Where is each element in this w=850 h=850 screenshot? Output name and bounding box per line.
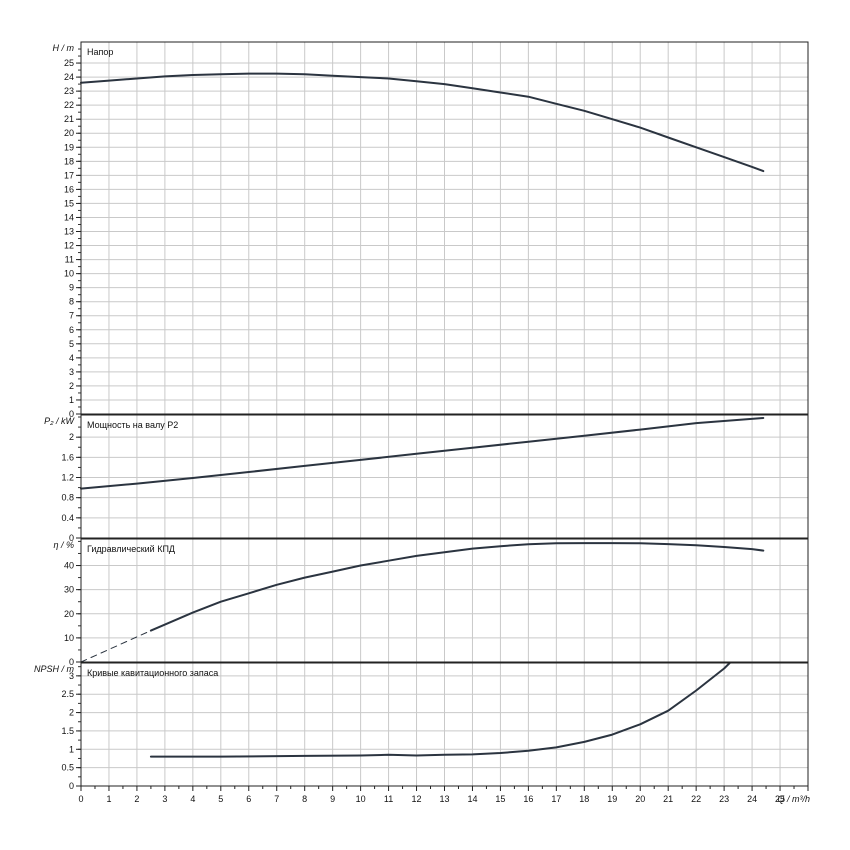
y-tick-label: 0 [69, 657, 74, 667]
y-tick-label: 2 [69, 432, 74, 442]
x-tick-label: 23 [719, 794, 729, 804]
y-tick-label: 10 [64, 633, 74, 643]
y-tick-label: 1.6 [61, 452, 74, 462]
y-tick-label: 22 [64, 100, 74, 110]
x-tick-label: 13 [439, 794, 449, 804]
y-tick-label: 18 [64, 156, 74, 166]
y-tick-label: 25 [64, 58, 74, 68]
y-tick-label: 5 [69, 339, 74, 349]
y-tick-label: 1 [69, 395, 74, 405]
y-tick-label: 6 [69, 325, 74, 335]
y-tick-label: 2.5 [61, 689, 74, 699]
x-tick-label: 12 [412, 794, 422, 804]
y-tick-label: 20 [64, 128, 74, 138]
y-axis-label-head: H / m [53, 43, 75, 53]
x-tick-label: 11 [384, 794, 393, 804]
y-tick-label: 7 [69, 311, 74, 321]
frame-layer [76, 41, 809, 791]
panel-frame-efficiency [80, 538, 809, 663]
panel-title-npsh: Кривые кавитационного запаса [87, 668, 218, 678]
x-tick-label: 4 [190, 794, 195, 804]
curves-layer [80, 72, 765, 758]
y-tick-label: 1 [69, 744, 74, 754]
x-tick-label: 20 [635, 794, 645, 804]
y-tick-label: 11 [65, 255, 74, 265]
y-tick-label: 0.5 [61, 763, 74, 773]
y-tick-label: 3 [69, 367, 74, 377]
x-tick-label: 1 [106, 794, 111, 804]
x-tick-label: 24 [747, 794, 757, 804]
y-axis-label-npsh: NPSH / m [34, 664, 75, 674]
x-tick-label: 18 [579, 794, 589, 804]
x-tick-label: 15 [495, 794, 505, 804]
y-tick-label: 19 [64, 142, 74, 152]
x-tick-label: 10 [356, 794, 366, 804]
x-tick-label: 7 [274, 794, 279, 804]
y-tick-label: 0.4 [61, 513, 74, 523]
y-tick-label: 13 [64, 227, 74, 237]
x-tick-label: 22 [691, 794, 701, 804]
x-tick-label: 2 [134, 794, 139, 804]
y-tick-label: 17 [64, 170, 74, 180]
curve-npsh [149, 662, 731, 758]
y-tick-label: 1.2 [61, 473, 74, 483]
y-tick-label: 30 [64, 585, 74, 595]
panel-title-efficiency: Гидравлический КПД [87, 544, 175, 554]
x-tick-label: 0 [78, 794, 83, 804]
y-tick-label: 16 [64, 184, 74, 194]
y-tick-label: 4 [69, 353, 74, 363]
y-tick-label: 3 [69, 671, 74, 681]
curve-efficiency-extrapolated [80, 630, 152, 663]
x-tick-label: 17 [551, 794, 561, 804]
y-tick-label: 0 [69, 533, 74, 543]
curve-efficiency [149, 542, 765, 632]
y-tick-label: 9 [69, 283, 74, 293]
x-tick-label: 8 [302, 794, 307, 804]
x-tick-label: 19 [607, 794, 617, 804]
curve-head [80, 72, 765, 173]
y-tick-label: 23 [64, 86, 74, 96]
y-axis-label-efficiency: η / % [53, 540, 74, 550]
y-tick-label: 15 [64, 198, 74, 208]
x-tick-label: 9 [330, 794, 335, 804]
y-tick-label: 2 [69, 708, 74, 718]
x-tick-label: 25 [775, 794, 785, 804]
y-tick-label: 0 [69, 409, 74, 419]
y-tick-label: 40 [64, 561, 74, 571]
x-tick-label: 14 [467, 794, 477, 804]
y-tick-label: 14 [64, 212, 74, 222]
panel-title-power: Мощность на валу P2 [87, 420, 178, 430]
y-axis-label-power: P₂ / kW [44, 416, 75, 426]
x-axis-label: Q / m³/h [777, 794, 810, 804]
y-tick-label: 10 [64, 269, 74, 279]
y-tick-label: 12 [64, 241, 74, 251]
y-tick-label: 20 [64, 609, 74, 619]
panel-frame-power [80, 414, 809, 539]
x-tick-label: 16 [523, 794, 533, 804]
y-tick-label: 0 [69, 781, 74, 791]
panel-frame-head [80, 41, 809, 415]
y-tick-label: 0.8 [61, 493, 74, 503]
y-tick-label: 21 [64, 114, 74, 124]
y-tick-label: 2 [69, 381, 74, 391]
x-tick-label: 6 [246, 794, 251, 804]
grid-layer [81, 42, 808, 786]
x-tick-label: 5 [218, 794, 223, 804]
y-tick-label: 8 [69, 297, 74, 307]
x-tick-label: 3 [162, 794, 167, 804]
labels-layer: 0123456789101112131415161718192021222324… [34, 43, 810, 804]
y-tick-label: 1.5 [61, 726, 74, 736]
y-tick-label: 24 [64, 72, 74, 82]
panel-title-head: Напор [87, 47, 113, 57]
curve-power [80, 417, 765, 490]
x-tick-label: 21 [663, 794, 673, 804]
